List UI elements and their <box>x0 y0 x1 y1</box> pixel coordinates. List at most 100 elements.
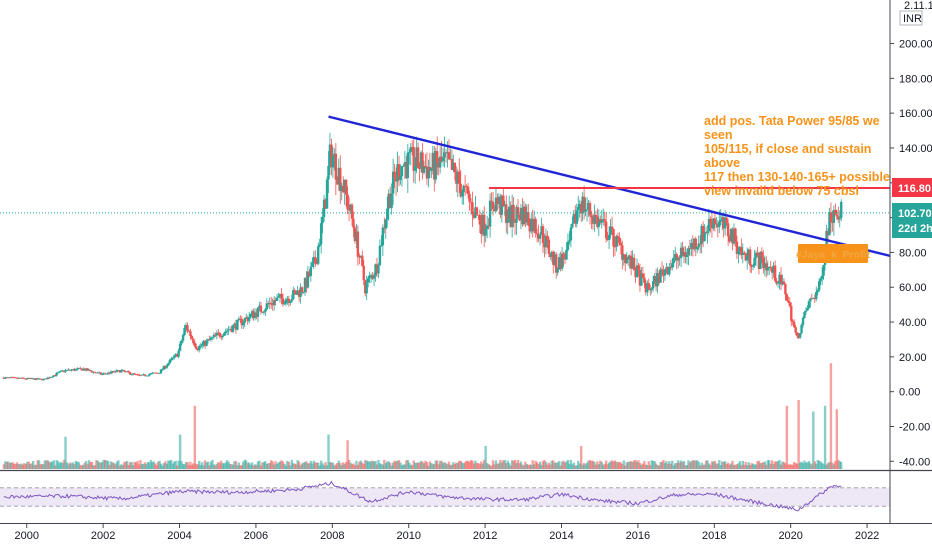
time-tick-label: 2008 <box>320 530 344 542</box>
rsi-band <box>0 487 890 507</box>
volume-bar <box>278 461 282 469</box>
volume-bar <box>224 462 227 469</box>
candle-body <box>272 300 276 306</box>
volume-bar <box>738 461 742 469</box>
volume-bar <box>143 462 147 469</box>
candle-body <box>459 183 462 197</box>
volume-bar <box>126 461 129 469</box>
candle-body <box>17 377 20 379</box>
descending-trendline[interactable] <box>328 115 891 258</box>
candle-body <box>61 370 64 372</box>
volume-bar <box>96 460 100 469</box>
candle-body <box>173 355 176 358</box>
candle-body <box>475 207 479 215</box>
volume-bar <box>36 460 39 469</box>
candle-body <box>106 372 110 374</box>
volume-bar <box>734 464 737 469</box>
volume-bar <box>403 464 407 469</box>
volume-bar <box>233 461 236 469</box>
volume-bar <box>791 464 794 469</box>
volume-bar <box>656 465 659 469</box>
volume-bar <box>493 464 496 469</box>
candle-body <box>772 265 775 273</box>
candle-body <box>340 185 343 192</box>
candle-body <box>96 372 100 374</box>
candle-body <box>438 156 442 168</box>
candle-body <box>468 193 471 202</box>
volume-bar <box>832 464 836 469</box>
candle-body <box>613 246 617 248</box>
volume-bar <box>5 461 8 469</box>
volume-bar <box>30 463 33 469</box>
candle-body <box>740 247 743 255</box>
volume-bar <box>578 463 581 469</box>
candle-body <box>603 219 606 222</box>
candle-body <box>703 232 706 242</box>
candle-body <box>27 378 30 379</box>
candle-body <box>247 317 251 322</box>
time-tick-label: 2012 <box>473 530 497 542</box>
candle-body <box>92 371 95 373</box>
volume-bar <box>249 464 252 469</box>
candle-body <box>158 372 161 374</box>
candle-body <box>723 217 727 229</box>
volume-bar <box>103 459 107 469</box>
candle-body <box>471 202 474 215</box>
volume-bar <box>674 463 677 469</box>
candle-body <box>622 254 625 260</box>
volume-bar <box>631 462 634 469</box>
volume-bar <box>29 464 32 469</box>
volume-bar <box>478 464 482 469</box>
candle-body <box>527 211 530 226</box>
candle-body <box>58 371 61 373</box>
volume-bar <box>659 462 662 469</box>
candle-body <box>202 340 205 345</box>
candle-body <box>18 377 22 379</box>
candle-body <box>481 214 484 235</box>
volume-bar <box>581 464 584 469</box>
candle-body <box>640 273 643 286</box>
volume-bar <box>409 464 412 469</box>
candle-body <box>264 309 267 312</box>
candle-body <box>2 377 6 379</box>
volume-bar <box>638 462 642 469</box>
volume-bar <box>443 462 446 469</box>
volume-bar <box>480 461 483 469</box>
candle-body <box>261 311 264 313</box>
volume-bar <box>829 363 833 469</box>
volume-bar <box>569 459 573 469</box>
volume-bar <box>131 465 135 469</box>
candle-body <box>26 378 29 380</box>
volume-bar <box>803 460 806 469</box>
volume-bar <box>246 463 249 469</box>
volume-bar <box>804 462 808 469</box>
candle-body <box>217 332 220 334</box>
volume-bar <box>718 460 721 469</box>
volume-bar <box>174 460 177 469</box>
candle-body <box>252 311 255 318</box>
candle-body <box>40 378 44 381</box>
volume-bar <box>422 463 426 469</box>
volume-bar <box>785 405 789 469</box>
candle-body <box>532 218 536 232</box>
volume-bar <box>136 461 139 469</box>
volume-bar <box>355 460 358 469</box>
candle-body <box>70 369 73 371</box>
price-tick-label: -20.00 <box>899 421 930 433</box>
volume-bar <box>220 460 223 469</box>
volume-bar <box>662 460 665 469</box>
volume-bar <box>740 465 743 469</box>
candle-body <box>701 226 705 242</box>
candle-body <box>305 278 308 288</box>
volume-bar <box>253 464 257 469</box>
candle-body <box>123 370 126 372</box>
volume-bar <box>550 460 554 469</box>
candle-body <box>127 371 130 373</box>
candle-body <box>162 365 166 370</box>
volume-bar <box>80 465 83 469</box>
volume-bar <box>483 459 486 469</box>
volume-bar <box>24 464 28 469</box>
candle-body <box>180 340 183 344</box>
volume-bar <box>484 446 487 469</box>
